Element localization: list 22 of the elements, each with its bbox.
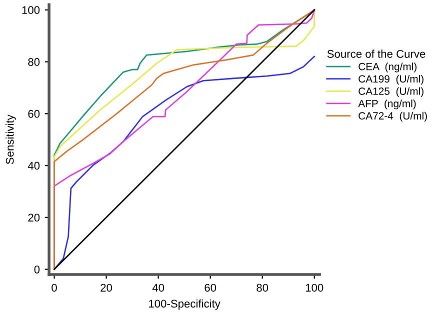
legend-title: Source of the Curve	[327, 50, 426, 58]
legend-label: CA72-4 (U/ml)	[358, 112, 427, 122]
legend-label: CA125 (U/ml)	[358, 87, 424, 97]
y-tick-label: 100	[22, 6, 40, 14]
line-series	[54, 56, 316, 270]
x-tick-label: 40	[152, 284, 164, 292]
line-series	[54, 9, 316, 270]
y-tick-label: 20	[28, 214, 40, 222]
x-axis-title: 100-Specificity	[149, 299, 220, 310]
x-tick-label: 60	[204, 284, 216, 292]
y-tick-label: 40	[28, 162, 40, 170]
x-tick-label: 100	[306, 284, 324, 292]
y-tick-label: 80	[28, 58, 40, 66]
legend-label: CA199 (U/ml)	[358, 74, 424, 85]
y-tick-label: 60	[28, 110, 40, 118]
legend-label: CEA (ng/ml)	[358, 62, 417, 72]
x-tick-label: 80	[256, 284, 268, 292]
x-tick-label: 0	[52, 284, 57, 292]
x-tick-label: 20	[100, 284, 112, 292]
legend-label: AFP (ng/ml)	[358, 100, 416, 110]
y-axis-title: Sensitivity	[6, 114, 16, 164]
y-tick-label: 0	[34, 266, 40, 274]
